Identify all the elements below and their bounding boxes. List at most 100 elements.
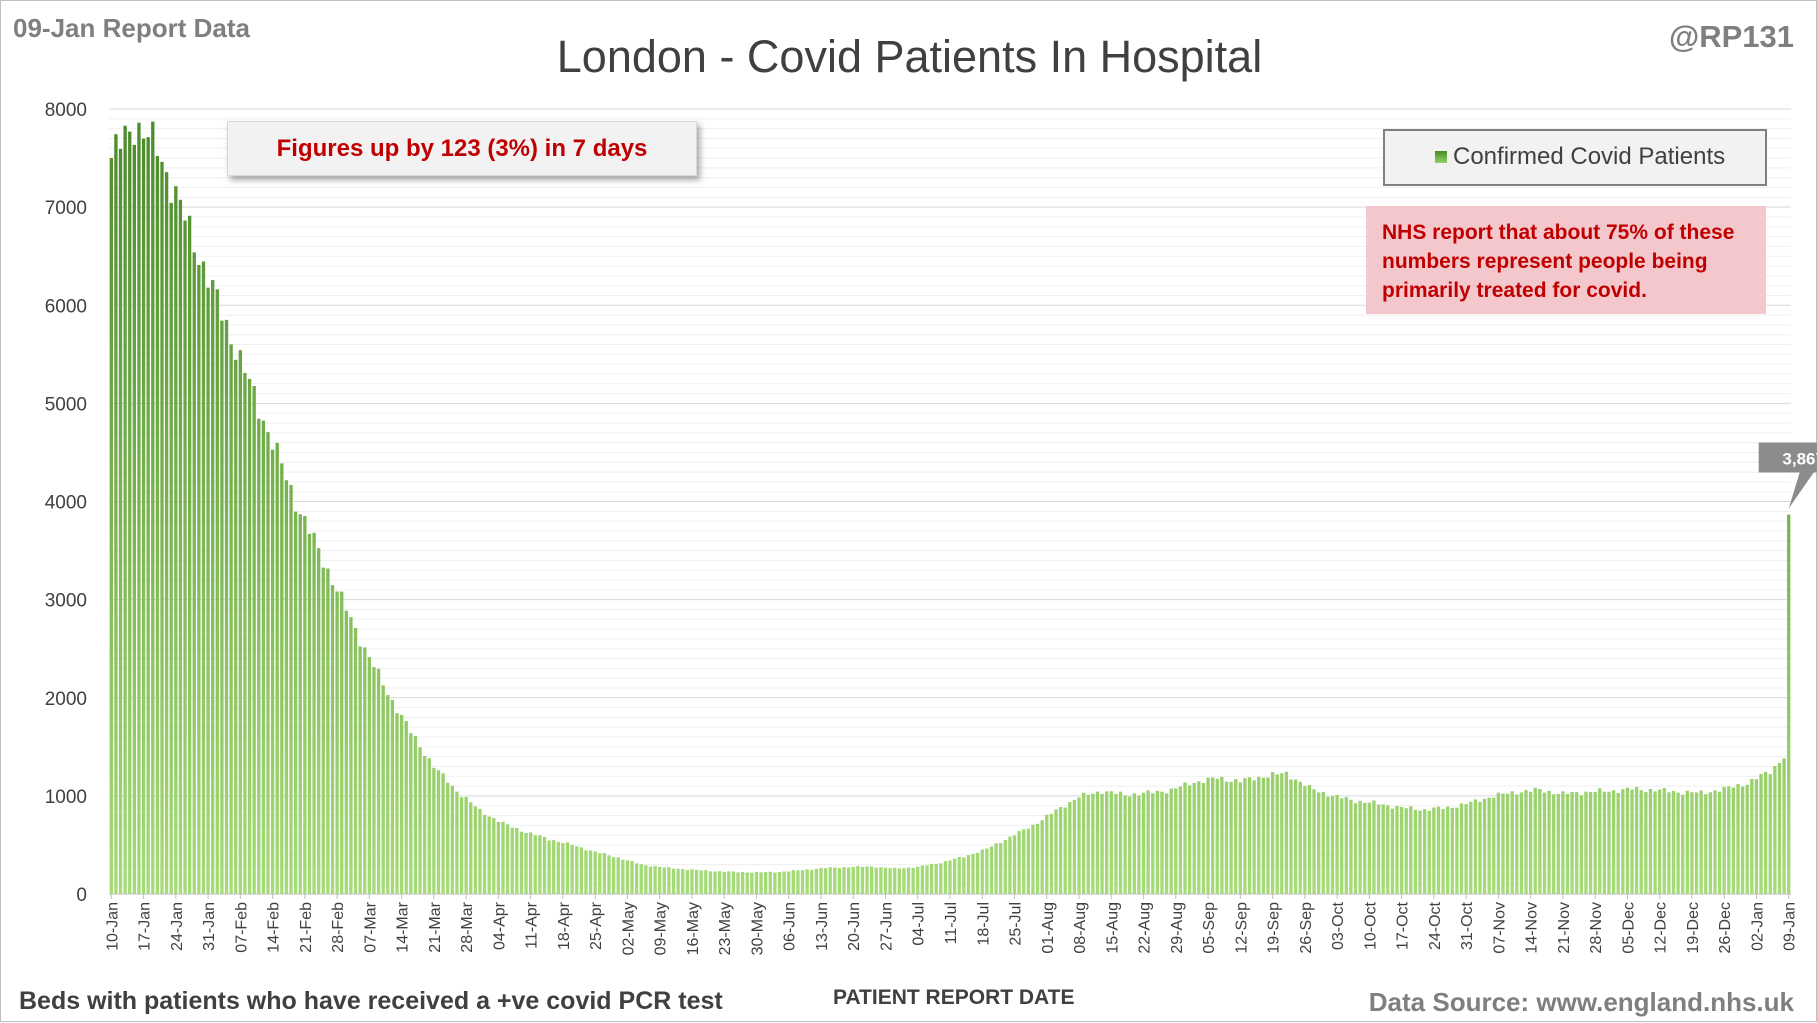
bar <box>376 668 381 894</box>
bar <box>952 858 957 894</box>
bar <box>1639 790 1643 894</box>
bar <box>478 808 482 894</box>
bar <box>330 585 335 894</box>
x-tick-label: 14-Nov <box>1524 902 1541 954</box>
bar <box>137 122 141 895</box>
x-tick-label: 04-Apr <box>491 901 508 950</box>
bar <box>1012 835 1017 894</box>
x-tick-label: 25-Apr <box>588 901 605 950</box>
bar <box>1418 810 1422 894</box>
bar <box>911 867 915 894</box>
bar <box>1459 803 1464 894</box>
bar <box>787 871 791 894</box>
bar <box>1754 779 1759 894</box>
bar <box>482 814 487 894</box>
bar <box>1404 808 1408 894</box>
x-tick-label: 26-Sep <box>1298 902 1315 954</box>
x-tick-label: 21-Mar <box>427 901 444 952</box>
bar <box>423 755 427 894</box>
bar <box>349 617 353 894</box>
bar <box>413 736 418 894</box>
bar <box>1155 790 1160 894</box>
bar <box>1598 788 1602 894</box>
bar <box>344 610 348 894</box>
bar <box>1063 807 1067 894</box>
bar <box>1091 793 1095 894</box>
x-tick-label: 24-Jan <box>169 902 186 951</box>
bar <box>1547 790 1551 894</box>
bar <box>1229 781 1233 894</box>
bar <box>187 215 192 894</box>
bar <box>1602 791 1607 894</box>
bar <box>1519 792 1524 894</box>
bar <box>1432 807 1436 894</box>
bar <box>717 871 722 894</box>
bar <box>1630 789 1634 894</box>
bar <box>561 843 565 894</box>
bar <box>1450 807 1454 894</box>
bar <box>1777 762 1782 894</box>
bar <box>731 871 736 894</box>
bar <box>1137 795 1141 894</box>
bar <box>570 844 574 894</box>
bar <box>114 134 118 895</box>
x-tick-label: 15-Aug <box>1104 902 1121 954</box>
bar <box>1017 830 1021 894</box>
bar <box>759 872 763 894</box>
bar <box>1473 799 1477 894</box>
bar <box>1625 787 1630 894</box>
bar <box>985 848 989 894</box>
bar <box>317 548 321 894</box>
bar <box>607 855 611 894</box>
bar <box>625 860 630 894</box>
bar <box>436 770 441 894</box>
bar <box>1722 786 1726 894</box>
bar <box>1501 793 1505 894</box>
y-tick-label: 8000 <box>45 100 87 121</box>
bar <box>353 628 358 894</box>
x-tick-label: 28-Mar <box>459 901 476 952</box>
bar <box>243 373 247 894</box>
bar <box>192 252 196 894</box>
bar <box>768 871 772 894</box>
bar <box>1446 806 1450 894</box>
x-tick-label: 02-May <box>620 902 637 955</box>
bar <box>800 870 805 894</box>
x-tick-label: 31-Oct <box>1459 901 1476 950</box>
bar <box>833 867 837 894</box>
bar <box>1211 777 1215 894</box>
bar <box>367 657 372 894</box>
bar <box>575 846 579 894</box>
bar <box>1058 807 1063 894</box>
bar <box>303 515 307 894</box>
x-tick-label: 13-Jun <box>814 902 831 951</box>
bar <box>404 721 408 894</box>
bar <box>966 855 971 894</box>
bar <box>1141 792 1146 894</box>
bar <box>1174 788 1178 894</box>
y-axis-ticks: 0 1000 2000 3000 4000 5000 6000 7000 8000 <box>45 100 87 906</box>
bar <box>658 867 662 894</box>
chart-title: London - Covid Patients In Hospital <box>556 31 1263 82</box>
bar <box>441 773 445 894</box>
bar <box>1372 800 1376 894</box>
bar <box>459 797 464 894</box>
bar <box>141 138 146 895</box>
bar <box>1022 829 1026 894</box>
bar <box>118 148 123 895</box>
bar <box>326 568 330 894</box>
bar <box>1040 820 1044 894</box>
bar <box>1455 807 1459 894</box>
bar <box>151 121 155 895</box>
bar <box>1086 794 1090 894</box>
bar <box>777 872 782 894</box>
x-tick-label: 12-Dec <box>1653 902 1670 954</box>
report-date: 09-Jan Report Data <box>13 13 250 43</box>
x-tick-label: 09-May <box>653 902 670 955</box>
legend: Confirmed Covid Patients <box>1383 129 1767 186</box>
bar <box>980 849 984 894</box>
bar <box>128 131 132 894</box>
bar <box>432 767 436 894</box>
bar <box>667 867 671 894</box>
bar <box>1197 781 1201 894</box>
